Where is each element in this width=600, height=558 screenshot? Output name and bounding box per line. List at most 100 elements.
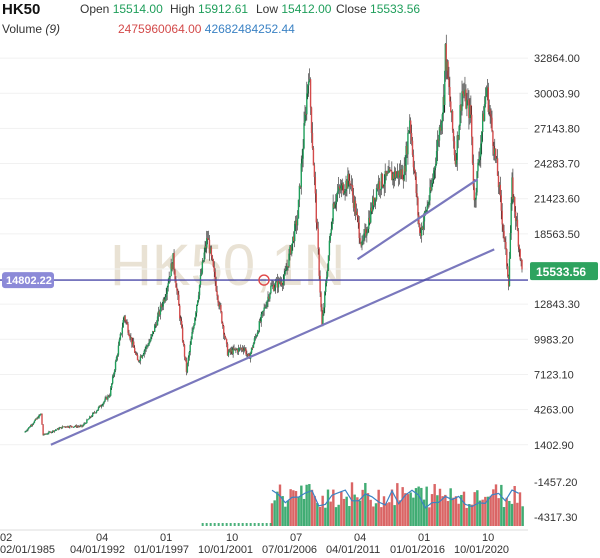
candle-body xyxy=(378,181,381,190)
y-tick-label: 18563.50 xyxy=(534,229,580,241)
volume-bar xyxy=(492,489,495,526)
candle-body xyxy=(253,338,256,344)
candle-body xyxy=(234,348,236,350)
candle-body xyxy=(30,425,33,427)
trendline[interactable] xyxy=(50,248,495,446)
candle-body xyxy=(353,200,356,208)
candle-body xyxy=(509,232,512,259)
candle-body xyxy=(96,409,99,412)
candle-body xyxy=(363,233,365,240)
candle-body xyxy=(140,356,143,358)
candle-body xyxy=(242,349,244,351)
candle-body xyxy=(513,196,515,200)
volume-bar xyxy=(486,496,490,526)
candle-body xyxy=(231,349,233,354)
candle-body xyxy=(449,87,451,102)
candle-body xyxy=(95,411,98,413)
candle-body xyxy=(197,295,200,301)
crosshair-marker[interactable] xyxy=(258,274,270,286)
trendline[interactable] xyxy=(356,178,479,261)
candle-body xyxy=(466,100,468,109)
candle-body xyxy=(409,120,411,131)
candle-body xyxy=(318,248,320,276)
candle-body xyxy=(335,194,338,203)
candle-body xyxy=(74,425,77,427)
price-series[interactable] xyxy=(24,34,523,436)
candle-body xyxy=(299,185,302,188)
candle-body xyxy=(66,426,68,428)
candle-body xyxy=(265,306,267,308)
candle-body xyxy=(384,171,386,184)
volume-value-1: 2475960064.00 xyxy=(118,22,202,36)
x-minor-tick-label: 02 xyxy=(0,532,12,544)
candle-body xyxy=(477,162,479,172)
volume-bar xyxy=(350,482,354,526)
candle-body xyxy=(489,109,491,115)
candle-body xyxy=(174,270,176,280)
candle-body xyxy=(326,269,329,278)
candle-body xyxy=(406,145,408,155)
candle-body xyxy=(351,185,354,196)
x-tick-label: 02/01/1985 xyxy=(0,544,55,556)
candle-body xyxy=(228,349,231,352)
candle-body xyxy=(100,405,103,407)
candle-body xyxy=(288,253,290,267)
candle-body xyxy=(120,333,123,335)
candle-body xyxy=(216,290,218,296)
x-tick-label: 10/01/2020 xyxy=(454,544,509,556)
y-tick-label: 1402.90 xyxy=(534,440,574,452)
volume-bar xyxy=(332,489,335,526)
volume-bar xyxy=(201,523,204,526)
candle-body xyxy=(47,433,49,435)
volume-bar xyxy=(436,495,439,526)
candle-body xyxy=(328,240,331,256)
volume-bar xyxy=(446,501,450,526)
volume-bar xyxy=(289,489,292,526)
candle-body xyxy=(229,349,232,352)
candle-body xyxy=(133,341,135,348)
volume-bar xyxy=(364,482,367,526)
price-axis[interactable]: 32864.00 30003.90 27143.80 24283.70 21423.60… xyxy=(534,53,580,524)
candle-body xyxy=(334,204,336,208)
volume-bar xyxy=(505,497,508,526)
candle-body xyxy=(103,401,105,403)
volume-bar xyxy=(412,497,415,526)
candle-body xyxy=(43,433,45,436)
candle-body xyxy=(67,426,69,428)
candle-body xyxy=(287,266,289,267)
candle-body xyxy=(346,180,348,189)
candle-body xyxy=(400,169,403,176)
volume-bar xyxy=(497,498,500,526)
volume-bar xyxy=(342,498,346,526)
candle-body xyxy=(293,223,296,242)
candle-body xyxy=(485,88,488,97)
volume-bar xyxy=(229,523,232,526)
candle-body xyxy=(345,180,347,192)
candle-body xyxy=(46,433,48,435)
candle-body xyxy=(98,405,101,408)
volume-bar xyxy=(454,496,458,526)
volume-ma-line xyxy=(271,489,519,509)
candle-body xyxy=(158,311,161,315)
candle-body xyxy=(266,301,268,307)
candle-body xyxy=(260,314,262,322)
candle-body xyxy=(511,177,513,203)
candle-body xyxy=(432,178,434,184)
candle-body xyxy=(461,91,463,111)
candle-body xyxy=(517,230,520,247)
candle-body xyxy=(146,345,148,347)
candle-body xyxy=(196,300,199,305)
candle-body xyxy=(396,170,399,175)
candle-body xyxy=(137,360,140,362)
trendlines[interactable] xyxy=(50,178,495,446)
candle-body xyxy=(497,175,500,188)
candle-body xyxy=(237,349,239,353)
time-axis[interactable]: 02/01/1985 04/01/1992 01/01/1997 10/01/2001… xyxy=(0,529,528,556)
volume-bar xyxy=(500,484,503,526)
candle-body xyxy=(483,104,486,121)
candle-body xyxy=(65,426,67,428)
candle-body xyxy=(180,318,182,321)
candle-body xyxy=(487,87,489,112)
candle-body xyxy=(57,428,60,430)
